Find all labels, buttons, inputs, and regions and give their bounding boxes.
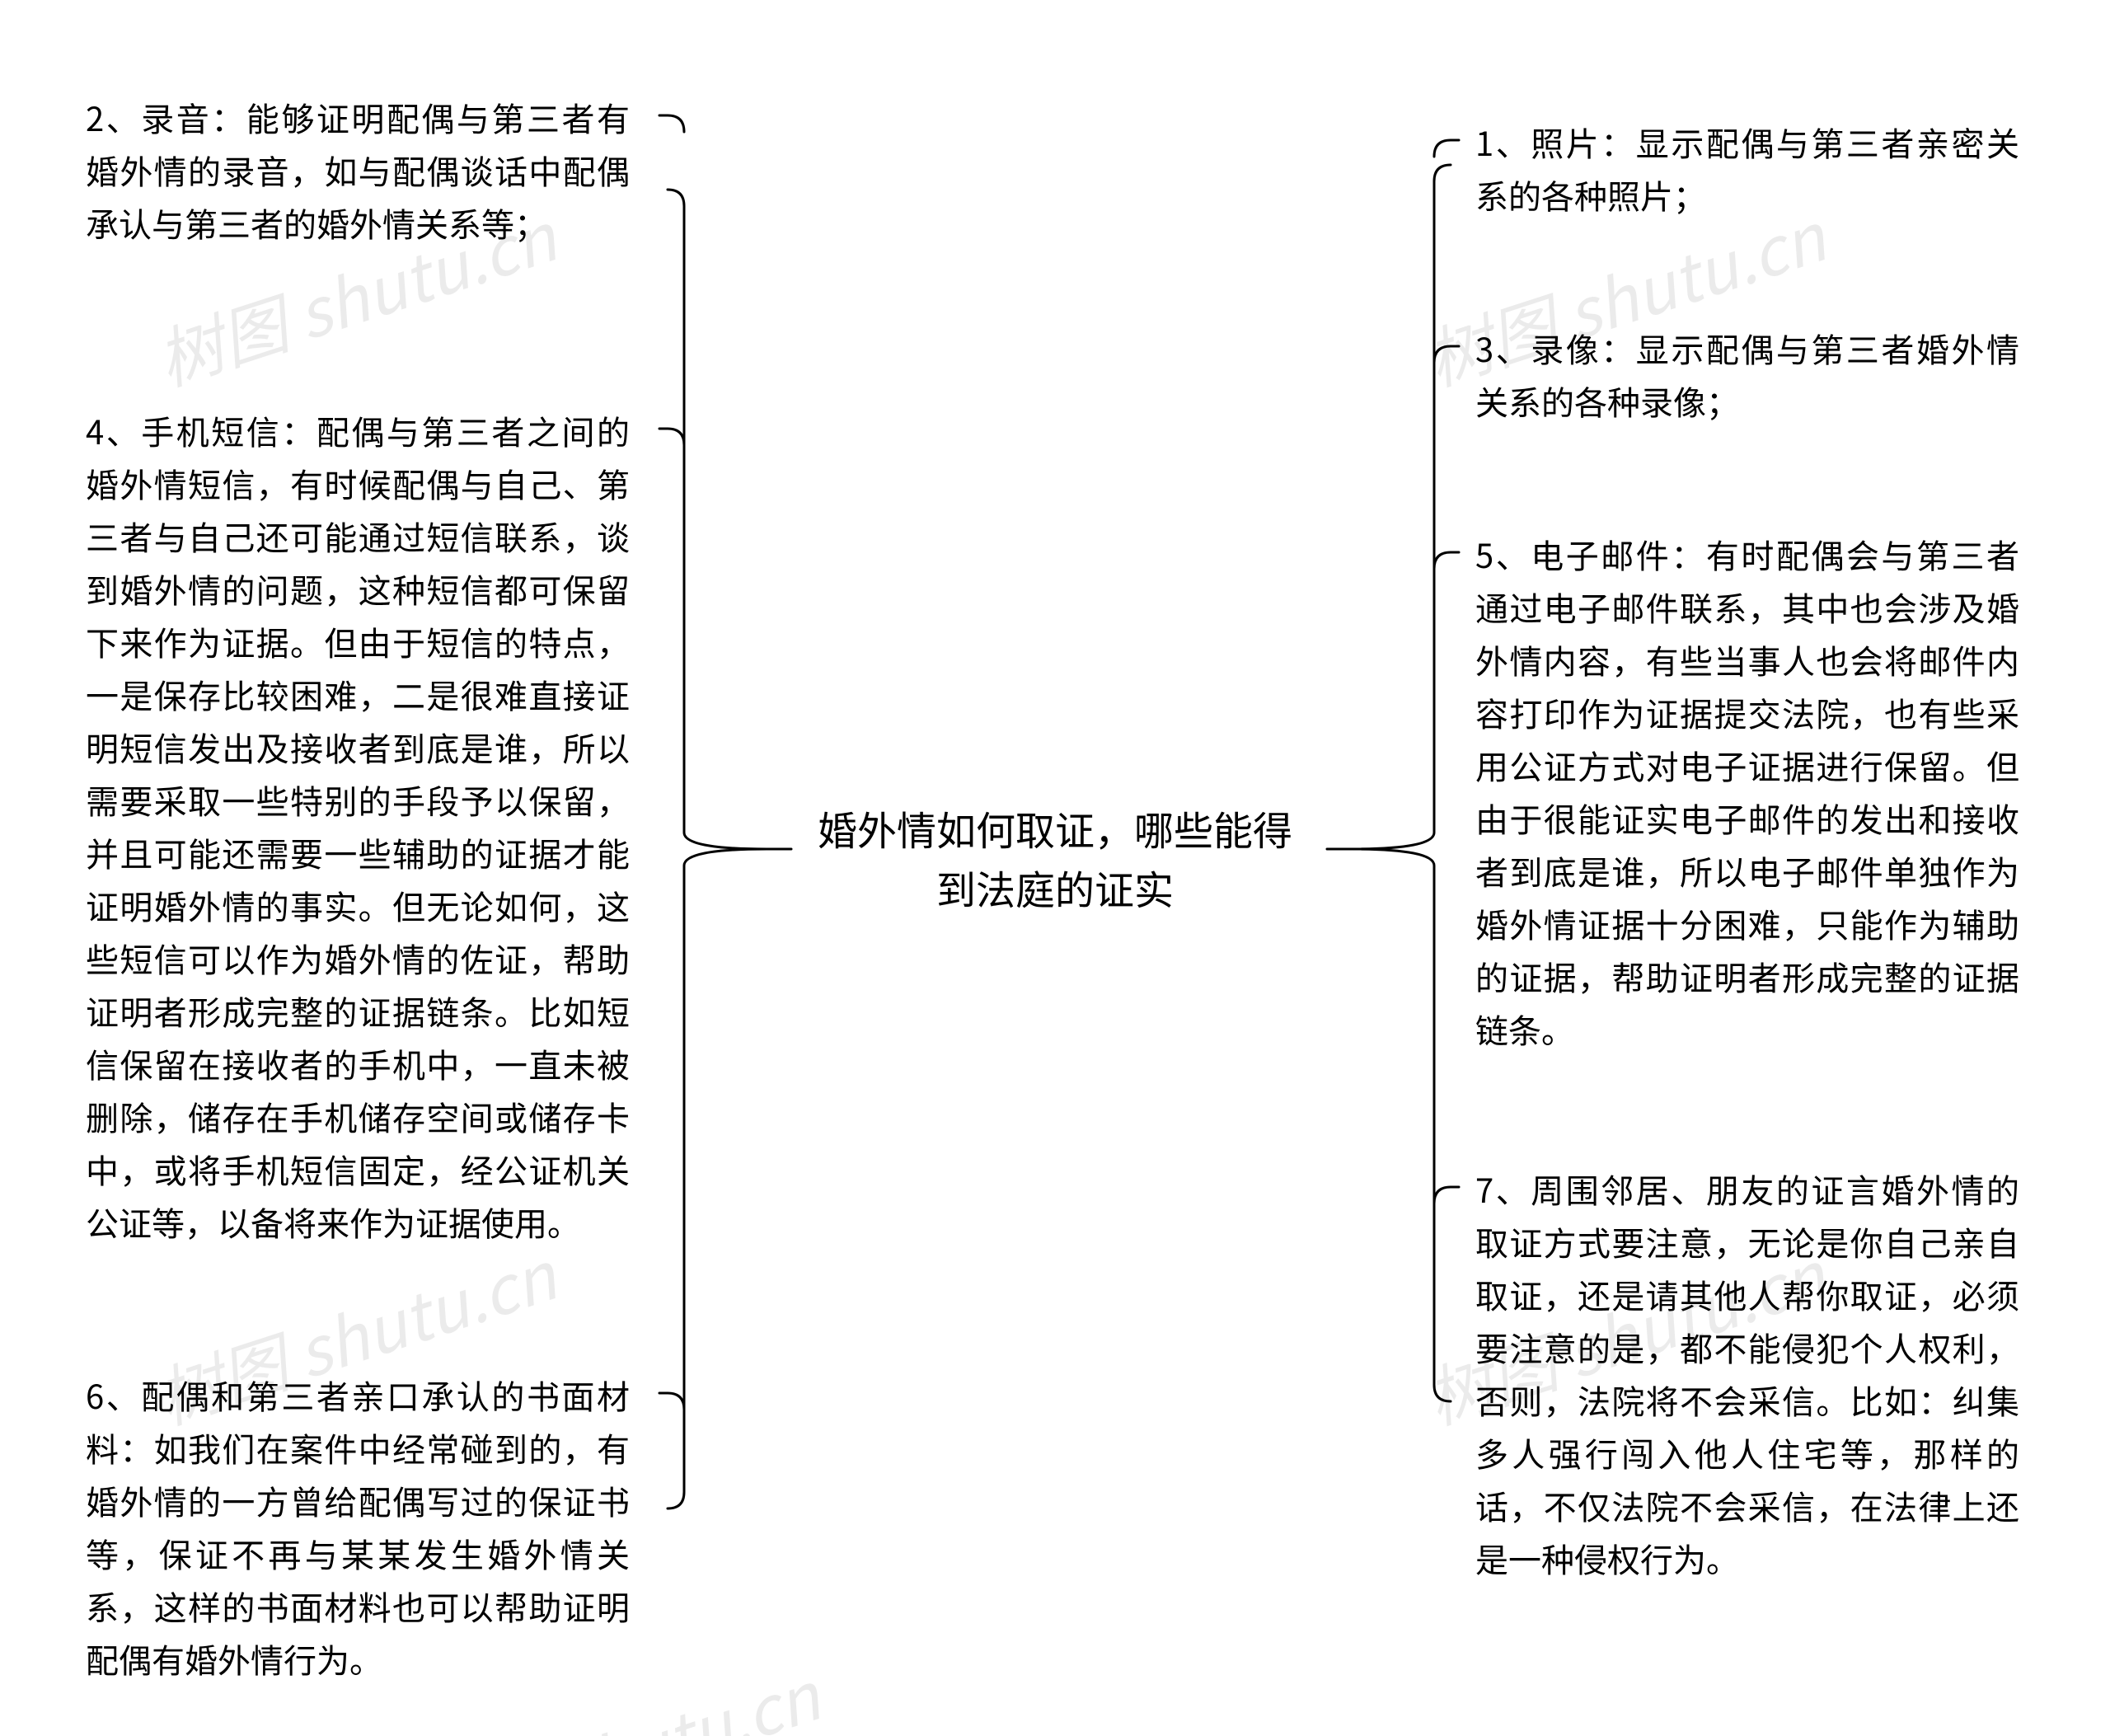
leaf-left-4: 4、手机短信：配偶与第三者之间的婚外情短信，有时候配偶与自己、第三者与自己还可能…: [86, 404, 630, 1248]
leaf-left-2: 2、录音：能够证明配偶与第三者有婚外情的录音，如与配偶谈话中配偶承认与第三者的婚…: [86, 91, 630, 249]
leaf-right-1: 1、照片：显示配偶与第三者亲密关系的各种照片；: [1475, 115, 2019, 221]
leaf-right-3: 3、录像：显示配偶与第三者婚外情关系的各种录像；: [1475, 321, 2019, 427]
leaf-right-7: 7、周围邻居、朋友的证言婚外情的取证方式要注意，无论是你自己亲自取证，还是请其他…: [1475, 1162, 2019, 1584]
mindmap-stage: 树图 shutu.cn 树图 shutu.cn 树图 shutu.cn 树图 s…: [0, 0, 2110, 1736]
leaf-left-6: 6、配偶和第三者亲口承认的书面材料：如我们在案件中经常碰到的，有婚外情的一方曾给…: [86, 1368, 630, 1685]
center-topic: 婚外情如何取证，哪些能得到法庭的证实: [799, 791, 1311, 923]
leaf-right-5: 5、电子邮件：有时配偶会与第三者通过电子邮件联系，其中也会涉及婚外情内容，有些当…: [1475, 528, 2019, 1055]
